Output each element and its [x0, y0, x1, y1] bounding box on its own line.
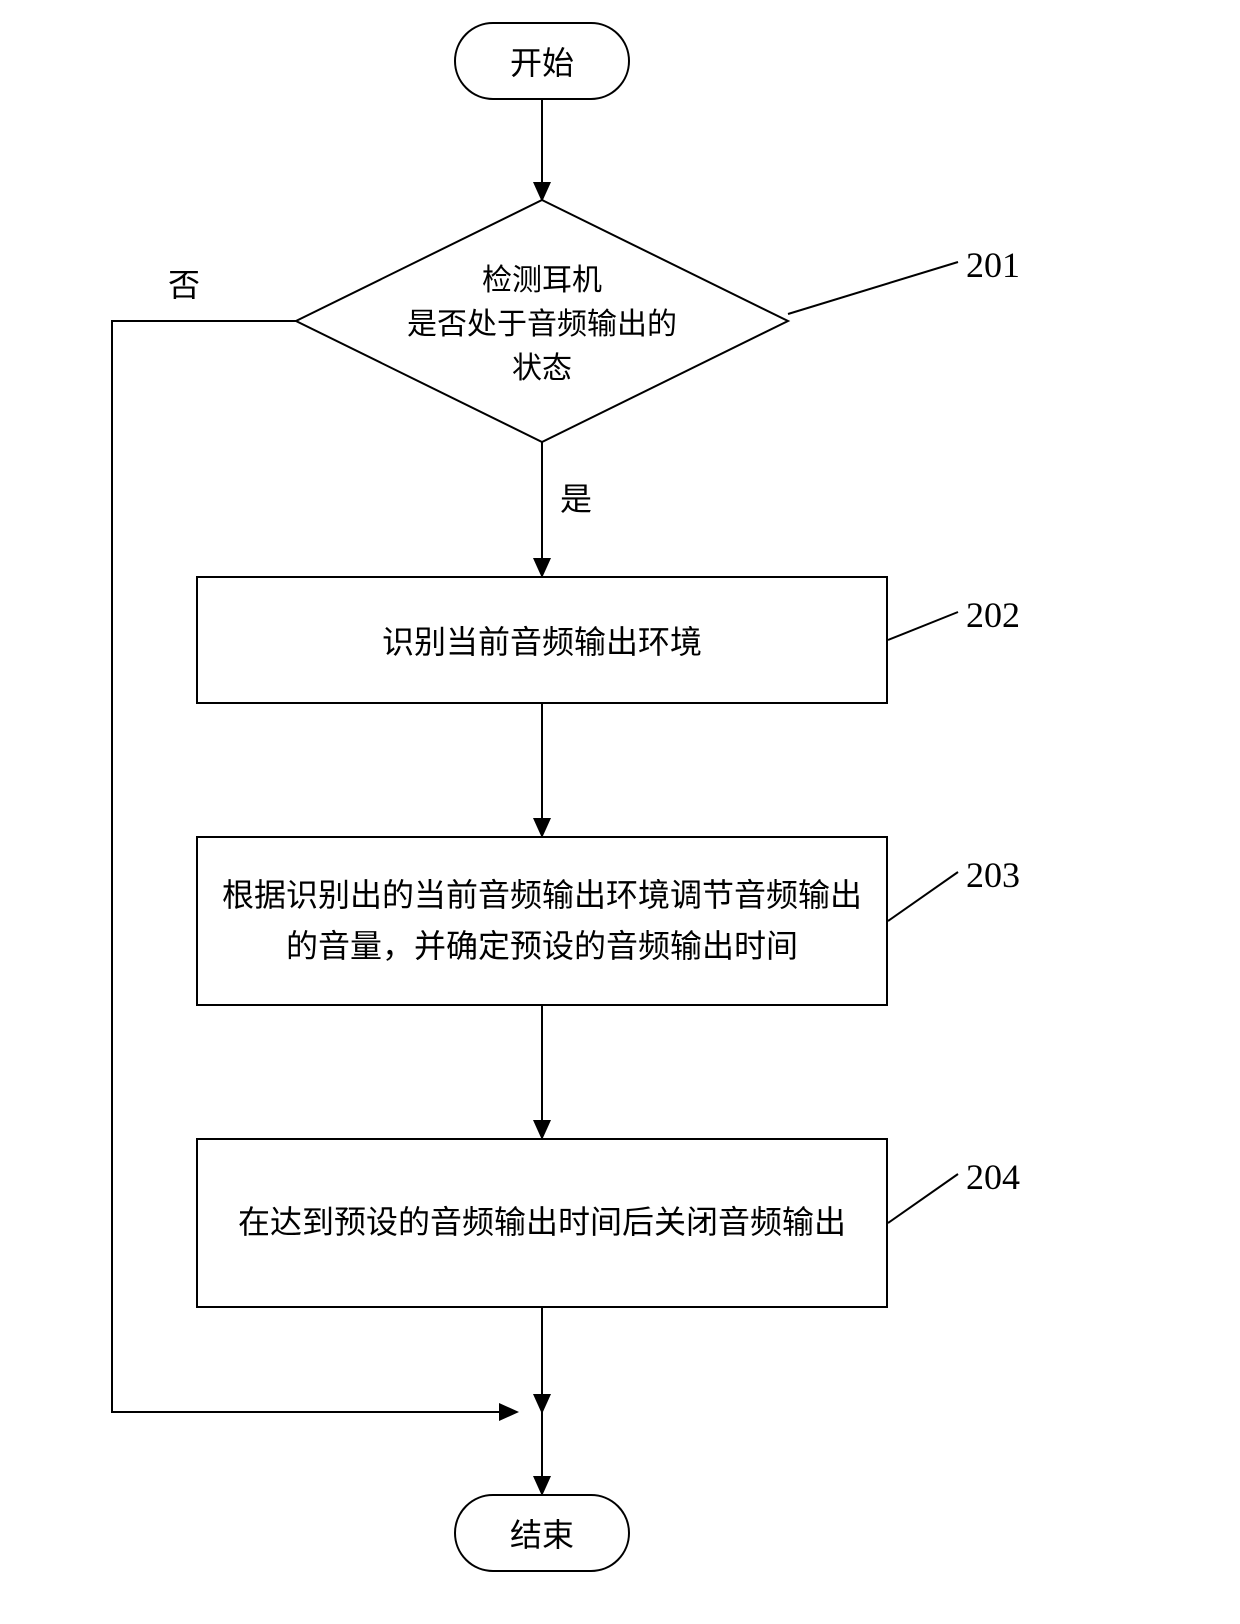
process-identify-env: 识别当前音频输出环境 [196, 576, 888, 704]
step-number-204: 204 [966, 1156, 1020, 1198]
flowchart-canvas: 开始 检测耳机是否处于音频输出的状态 识别当前音频输出环境 根据识别出的当前音频… [0, 0, 1240, 1624]
process-203-text: 根据识别出的当前音频输出环境调节音频输出的音量，并确定预设的音频输出时间 [218, 870, 866, 972]
step-number-201: 201 [966, 244, 1020, 286]
step-number-202: 202 [966, 594, 1020, 636]
decision-text: 检测耳机是否处于音频输出的状态 [345, 255, 739, 387]
start-label: 开始 [510, 38, 574, 84]
start-terminal: 开始 [454, 22, 630, 100]
process-202-text: 识别当前音频输出环境 [382, 617, 702, 663]
decision-node: 检测耳机是否处于音频输出的状态 [296, 200, 788, 442]
process-204-text: 在达到预设的音频输出时间后关闭音频输出 [238, 1197, 846, 1248]
end-label: 结束 [510, 1510, 574, 1556]
yes-label: 是 [560, 474, 592, 520]
process-close-output: 在达到预设的音频输出时间后关闭音频输出 [196, 1138, 888, 1308]
step-number-203: 203 [966, 854, 1020, 896]
process-adjust-volume: 根据识别出的当前音频输出环境调节音频输出的音量，并确定预设的音频输出时间 [196, 836, 888, 1006]
no-label: 否 [168, 260, 200, 306]
end-terminal: 结束 [454, 1494, 630, 1572]
